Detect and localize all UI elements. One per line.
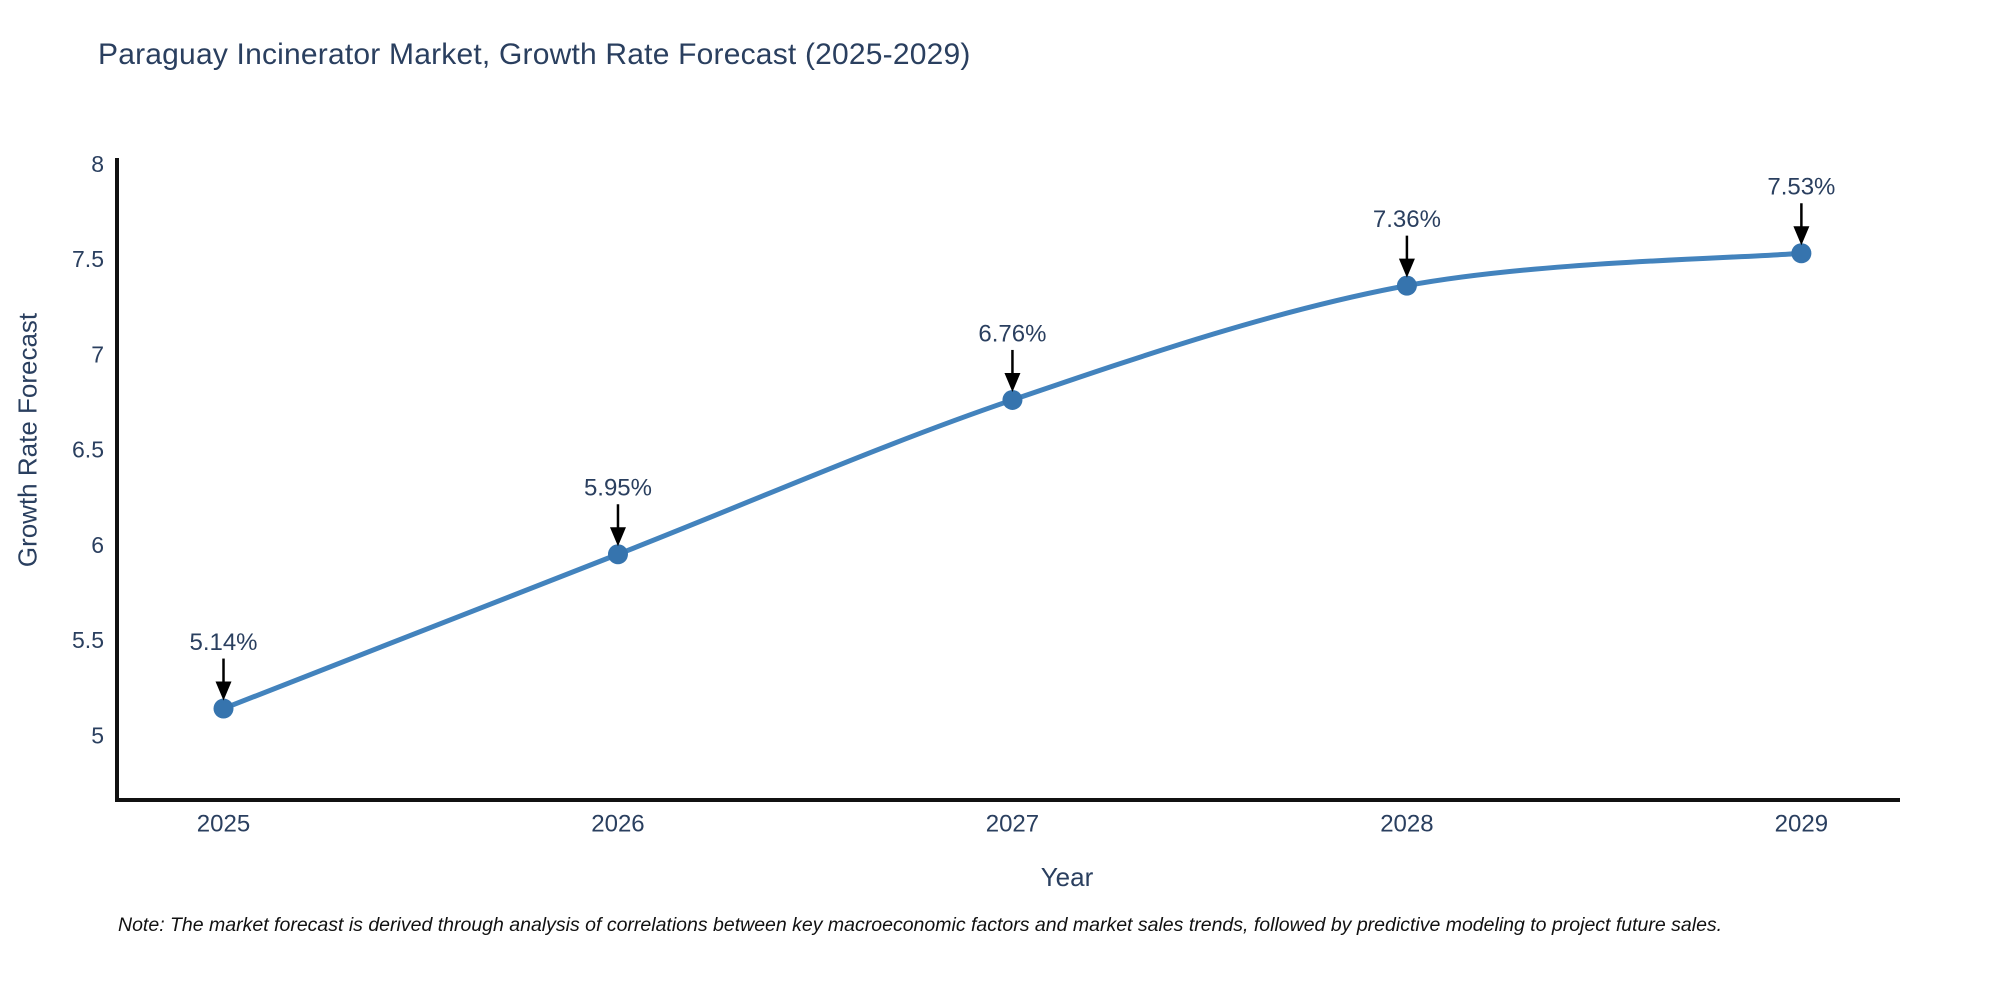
x-tick-label: 2028 <box>1380 810 1433 837</box>
point-value-label: 5.14% <box>189 629 257 656</box>
data-point[interactable] <box>1791 243 1812 264</box>
x-tick-label: 2025 <box>197 810 250 837</box>
x-tick-label: 2027 <box>986 810 1039 837</box>
data-point[interactable] <box>1396 275 1417 296</box>
annotation-arrow-head <box>215 681 232 701</box>
chart-title: Paraguay Incinerator Market, Growth Rate… <box>98 38 971 71</box>
point-value-label: 6.76% <box>978 320 1046 347</box>
x-axis-title: Year <box>1040 862 1094 892</box>
y-axis-title: Growth Rate Forecast <box>12 312 43 568</box>
y-tick-label: 6.5 <box>72 437 104 463</box>
annotation-arrow-head <box>609 527 626 547</box>
y-tick-label: 8 <box>91 151 104 177</box>
y-tick-label: 5 <box>91 722 104 748</box>
annotation-arrow-head <box>1004 372 1021 392</box>
x-tick-label: 2029 <box>1775 810 1828 837</box>
point-value-label: 7.53% <box>1767 174 1835 201</box>
annotation-arrow-head <box>1398 258 1415 278</box>
data-point[interactable] <box>607 544 628 565</box>
point-value-label: 5.95% <box>584 475 652 502</box>
y-tick-label: 7 <box>91 341 104 367</box>
y-tick-label: 6 <box>91 532 104 558</box>
y-tick-label: 7.5 <box>72 246 104 272</box>
footnote: Note: The market forecast is derived thr… <box>118 914 1723 936</box>
data-point[interactable] <box>1002 389 1023 410</box>
data-point[interactable] <box>213 698 234 719</box>
point-value-label: 7.36% <box>1373 206 1441 233</box>
annotation-arrow-head <box>1793 226 1810 246</box>
x-tick-label: 2026 <box>591 810 644 837</box>
y-tick-label: 5.5 <box>72 627 104 653</box>
